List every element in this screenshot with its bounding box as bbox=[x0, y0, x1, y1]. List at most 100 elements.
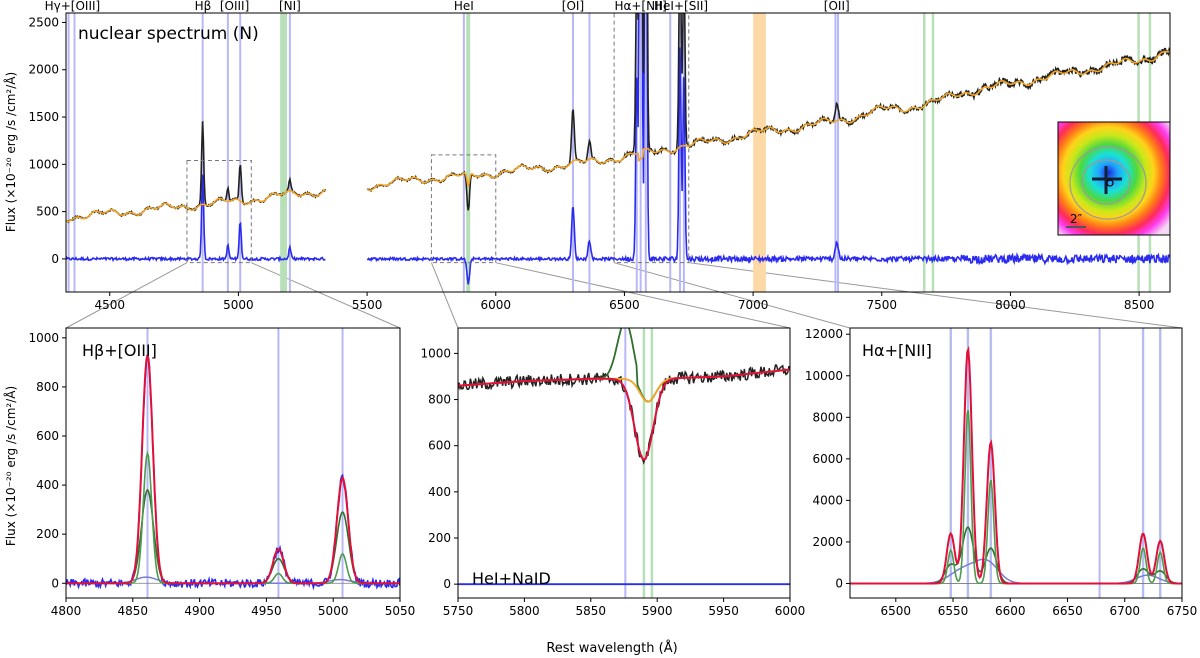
top-y-tick-label: 0 bbox=[51, 252, 59, 266]
panel-hei-x-tick-label: 5750 bbox=[443, 604, 474, 618]
top-axes-frame bbox=[65, 12, 1171, 293]
zoom-connector-right bbox=[688, 262, 1183, 329]
line-label: [OIII] bbox=[220, 0, 249, 13]
panel-hei-y-tick-label: 200 bbox=[428, 531, 451, 545]
top-ticks: 4500 5000 5500 6000 6500 7000 7500 8000 8500 0 500… bbox=[28, 15, 1154, 312]
panel-hei-x-tick-label: 5800 bbox=[509, 604, 540, 618]
inset-nucleus-marker bbox=[1106, 179, 1114, 187]
panel-hei-ticks: 5750 5800 5850 5900 5950 6000 0 200 400 600 800 100… bbox=[420, 346, 805, 618]
line-label: HeI+[SII] bbox=[654, 0, 708, 13]
top-x-tick-label: 5000 bbox=[223, 298, 254, 312]
panel-hei-y-tick-label: 0 bbox=[443, 577, 451, 591]
panel-halpha-x-tick-label: 6550 bbox=[938, 604, 969, 618]
panel-halpha-plot-area bbox=[850, 328, 1182, 598]
stellar-model-spectrum bbox=[66, 188, 326, 223]
panel-hbeta-title: Hβ+[OIII] bbox=[82, 341, 157, 360]
bottom-y-axis-label: Flux (×10⁻²⁰ erg /s /cm²/Å) bbox=[3, 386, 18, 546]
panel-hei-title: HeI+NaID bbox=[472, 569, 551, 588]
line-label: HeI bbox=[454, 0, 474, 13]
panel-halpha-title: Hα+[NII] bbox=[862, 341, 932, 360]
panel-hbeta-reference-lines bbox=[146, 328, 344, 598]
line-label: Hβ bbox=[195, 0, 212, 13]
panel-hei-y-tick-label: 800 bbox=[428, 393, 451, 407]
top-y-tick-label: 2000 bbox=[28, 63, 59, 77]
panel-hei-naid: 5750 5800 5850 5900 5950 6000 0 200 400 600 800 100… bbox=[420, 327, 805, 618]
panel-hbeta-y-tick-label: 0 bbox=[51, 576, 59, 590]
total-fit bbox=[850, 345, 1182, 585]
panel-halpha-y-tick-label: 10000 bbox=[805, 369, 843, 383]
top-x-tick-label: 6000 bbox=[480, 298, 511, 312]
panel-hei-reference-lines bbox=[624, 328, 654, 598]
observed-spectrum bbox=[458, 364, 790, 465]
panel-halpha-y-tick-label: 2000 bbox=[812, 535, 843, 549]
panel-halpha-frame bbox=[849, 327, 1183, 599]
top-panel-title: nuclear spectrum (N) bbox=[78, 24, 259, 44]
panel-hei-x-tick-label: 5850 bbox=[576, 604, 607, 618]
x-axis-label: Rest wavelength (Å) bbox=[546, 640, 677, 656]
panel-hbeta-x-tick-label: 4800 bbox=[51, 604, 82, 618]
panel-hbeta-y-tick-label: 800 bbox=[36, 380, 59, 394]
panel-hbeta-y-tick-label: 400 bbox=[36, 478, 59, 492]
inset-contour-outer bbox=[1069, 146, 1147, 220]
top-y-tick-label: 2500 bbox=[28, 15, 59, 29]
panel-halpha-x-tick-label: 6750 bbox=[1167, 604, 1198, 618]
panel-hbeta-ticks: 4800 4850 4900 4950 5000 5050 0 200 400 600 800 100… bbox=[28, 331, 415, 618]
zoom-connector-left bbox=[65, 262, 188, 329]
panel-hbeta-x-tick-label: 5000 bbox=[318, 604, 349, 618]
top-x-tick-label: 5500 bbox=[352, 298, 383, 312]
zoom-region-box bbox=[186, 160, 252, 264]
top-reference-lines bbox=[67, 13, 1152, 292]
panel-halpha-x-tick-label: 6650 bbox=[1052, 604, 1083, 618]
line-label: [NI] bbox=[279, 0, 301, 13]
top-y-tick-label: 1000 bbox=[28, 157, 59, 171]
panel-hbeta-y-tick-label: 200 bbox=[36, 527, 59, 541]
zoom-region-box bbox=[430, 154, 497, 264]
total-fit bbox=[66, 354, 400, 585]
broad-component bbox=[850, 526, 1182, 585]
panel-halpha-y-tick-label: 4000 bbox=[812, 493, 843, 507]
panel-halpha-ticks: 6500 6550 6600 6650 6700 6750 0 2000 4000 6000 800… bbox=[805, 327, 1197, 618]
panel-halpha-x-tick-label: 6600 bbox=[995, 604, 1026, 618]
line-label: Hα+[NII] bbox=[614, 0, 666, 13]
top-x-tick-label: 4500 bbox=[94, 298, 125, 312]
panel-halpha-y-tick-label: 8000 bbox=[812, 410, 843, 424]
panel-hbeta-y-tick-label: 600 bbox=[36, 429, 59, 443]
panel-hei-frame bbox=[457, 327, 791, 599]
panel-hbeta-x-tick-label: 4850 bbox=[118, 604, 149, 618]
narrow-component bbox=[66, 450, 400, 585]
line-label: Hγ+[OIII] bbox=[45, 0, 101, 13]
panel-hei-x-tick-label: 6000 bbox=[775, 604, 806, 618]
top-x-tick-label: 7000 bbox=[738, 298, 769, 312]
panel-hbeta-x-tick-label: 5050 bbox=[385, 604, 416, 618]
panel-halpha-x-tick-label: 6500 bbox=[881, 604, 912, 618]
masked-telluric-band bbox=[753, 13, 766, 292]
panel-halpha-x-tick-label: 6700 bbox=[1109, 604, 1140, 618]
top-x-tick-label: 6500 bbox=[609, 298, 640, 312]
panel-hbeta-oiii: 4800 4850 4900 4950 5000 5050 0 200 400 600 800 100… bbox=[28, 327, 415, 618]
zoom-connector-left bbox=[614, 262, 851, 329]
panel-hbeta-x-tick-label: 4950 bbox=[251, 604, 282, 618]
narrow-component bbox=[850, 410, 1182, 585]
panel-hei-x-tick-label: 5950 bbox=[708, 604, 739, 618]
panel-hei-y-tick-label: 400 bbox=[428, 485, 451, 499]
zoom-connector-right bbox=[251, 262, 401, 329]
panel-hei-y-tick-label: 1000 bbox=[420, 346, 451, 360]
stellar-model-spectrum bbox=[366, 50, 1170, 192]
panel-halpha-reference-lines bbox=[949, 328, 1162, 598]
panel-nuclear-spectrum: 4500 5000 5500 6000 6500 7000 7500 8000 8500 0 500… bbox=[28, 0, 1171, 312]
observed-spectrum bbox=[366, 13, 1170, 211]
residual-emission-spectrum bbox=[366, 13, 1170, 285]
panel-hbeta-plot-area bbox=[66, 328, 400, 598]
zoom-connector-right bbox=[495, 262, 791, 329]
panel-hei-x-tick-label: 5900 bbox=[642, 604, 673, 618]
top-y-tick-label: 1500 bbox=[28, 110, 59, 124]
top-x-tick-label: 8000 bbox=[995, 298, 1026, 312]
zoom-connectors bbox=[65, 262, 1183, 329]
top-y-axis-label: Flux (×10⁻²⁰ erg /s /cm²/Å) bbox=[3, 72, 18, 232]
inset-contour-inner bbox=[1081, 159, 1131, 205]
panel-halpha-y-tick-label: 0 bbox=[835, 576, 843, 590]
inset-map-image: 2″ bbox=[1057, 121, 1171, 236]
top-y-tick-label: 500 bbox=[36, 205, 59, 219]
residual-emission-spectrum bbox=[66, 174, 326, 263]
